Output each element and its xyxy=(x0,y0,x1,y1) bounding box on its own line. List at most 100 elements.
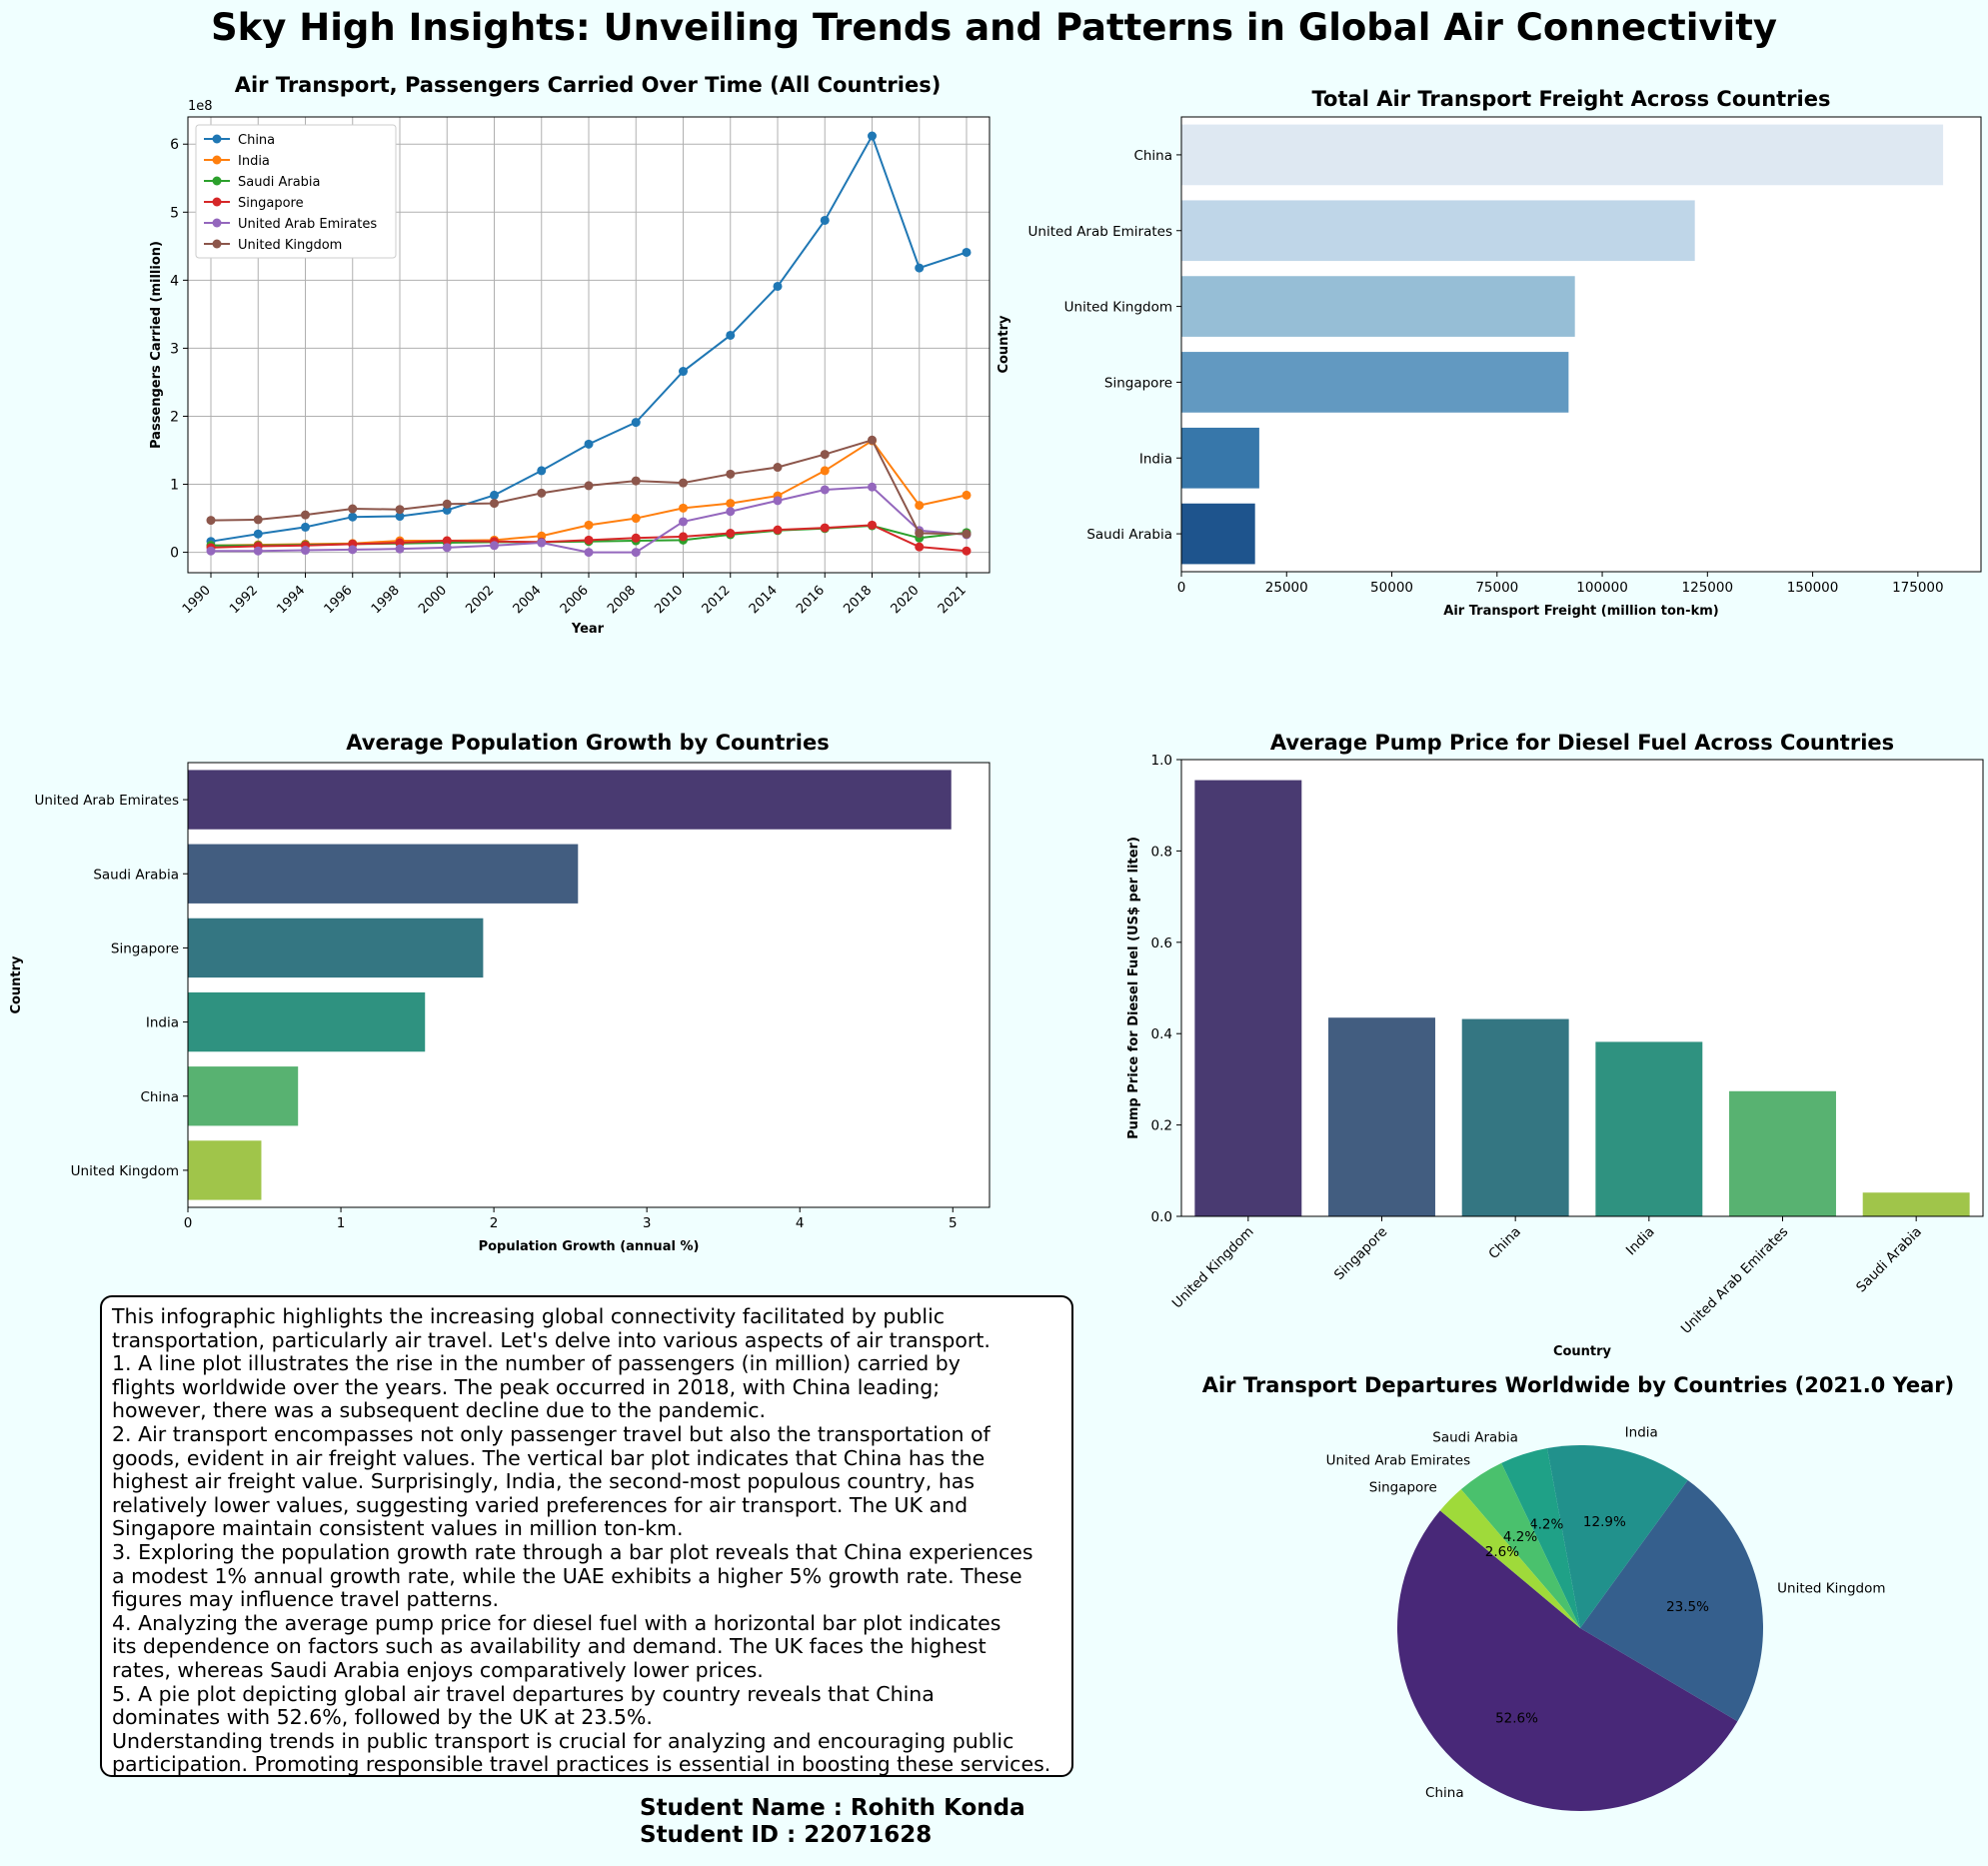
x-tick-label: 125000 xyxy=(1682,580,1734,596)
bar-china xyxy=(1181,124,1944,186)
data-point-united-arab-emirates xyxy=(490,541,499,551)
category-label: China xyxy=(140,1089,179,1105)
plot-frame xyxy=(187,116,991,574)
data-point-singapore xyxy=(584,535,594,545)
pie-category-label: United Arab Emirates xyxy=(1326,1452,1470,1468)
pie-slice-india xyxy=(1546,1445,1688,1628)
legend-marker xyxy=(212,176,222,186)
data-point-united-kingdom xyxy=(820,450,830,460)
x-tick-label: 0 xyxy=(1177,580,1186,596)
data-point-china xyxy=(962,247,972,257)
student-name: Student Name : Rohith Konda xyxy=(640,1795,1025,1821)
chart-title: Air Transport, Passengers Carried Over T… xyxy=(235,73,942,97)
data-point-united-arab-emirates xyxy=(868,482,877,492)
data-point-united-kingdom xyxy=(631,476,641,486)
x-tick-label: 2010 xyxy=(652,583,686,617)
pie-percent-label: 2.6% xyxy=(1485,1544,1519,1560)
y-tick-label: 0.4 xyxy=(1151,1026,1172,1042)
category-label: India xyxy=(1623,1224,1658,1259)
description-line: 2. Air transport encompasses not only pa… xyxy=(112,1421,991,1446)
bar-saudi-arabia xyxy=(1181,503,1255,565)
plot-area xyxy=(188,763,990,1207)
legend-label: United Arab Emirates xyxy=(238,217,377,232)
data-point-united-kingdom xyxy=(253,515,263,525)
x-tick-label: 2004 xyxy=(511,583,545,617)
description-line: Understanding trends in public transport… xyxy=(112,1728,1014,1753)
pie-category-label: Singapore xyxy=(1369,1479,1437,1495)
data-point-china xyxy=(631,418,641,428)
y-axis-label: Country xyxy=(996,315,1011,374)
pie-percent-label: 12.9% xyxy=(1583,1514,1626,1530)
description-text: This infographic highlights the increasi… xyxy=(112,1304,1061,1777)
plot-frame xyxy=(1180,759,1984,1217)
data-point-united-kingdom xyxy=(584,481,594,491)
pie-percent-label: 4.2% xyxy=(1503,1529,1537,1545)
y-tick-label: 0 xyxy=(170,546,179,562)
description-line: relatively lower values, suggesting vari… xyxy=(112,1492,969,1517)
pie-category-label: United Kingdom xyxy=(1777,1580,1885,1596)
category-label: Singapore xyxy=(111,940,179,956)
student-info: Student Name : Rohith Konda Student ID :… xyxy=(640,1795,1025,1849)
legend-marker xyxy=(212,197,222,207)
student-id: Student ID : 22071628 xyxy=(640,1822,933,1848)
data-point-united-arab-emirates xyxy=(348,545,358,555)
description-line: goods, evident in air freight values. Th… xyxy=(112,1445,986,1470)
plot-area xyxy=(1181,760,1983,1216)
data-point-india xyxy=(820,466,830,476)
data-point-singapore xyxy=(820,523,830,533)
legend-marker xyxy=(212,239,222,249)
plot-frame xyxy=(1180,116,1982,573)
description-line: figures may influence travel patterns. xyxy=(112,1587,499,1612)
legend-label: Saudi Arabia xyxy=(238,175,321,190)
bar-india xyxy=(1181,427,1259,489)
data-point-china xyxy=(348,512,358,522)
pie-category-label: Saudi Arabia xyxy=(1432,1430,1518,1446)
data-point-china xyxy=(395,512,405,522)
x-tick-label: 2000 xyxy=(416,583,450,617)
data-point-united-arab-emirates xyxy=(253,546,263,556)
y-tick-label: 0.8 xyxy=(1151,844,1172,860)
description-line: 5. A pie plot depicting global air trave… xyxy=(112,1681,935,1706)
data-point-singapore xyxy=(442,536,452,546)
data-point-united-arab-emirates xyxy=(820,485,830,495)
plot-frame xyxy=(187,762,991,1208)
y-tick-label: 0.2 xyxy=(1151,1118,1172,1134)
page-title: Sky High Insights: Unveiling Trends and … xyxy=(210,6,1778,49)
data-point-united-kingdom xyxy=(868,435,877,445)
legend-label: India xyxy=(238,154,270,169)
x-axis-label: Air Transport Freight (million ton-km) xyxy=(1443,604,1718,619)
description-line: participation. Promoting responsible tra… xyxy=(112,1752,1051,1777)
category-label: India xyxy=(146,1015,179,1031)
data-point-singapore xyxy=(962,546,972,556)
bar-saudi-arabia xyxy=(188,844,579,904)
axis-offset-label: 1e8 xyxy=(188,99,213,114)
data-point-singapore xyxy=(915,542,925,552)
data-point-united-kingdom xyxy=(348,504,358,514)
legend-marker xyxy=(212,134,222,144)
passengers-line-chart: 1990 1992 1994 1996 1998 2000 2002 2004 2006 2008… xyxy=(149,73,991,637)
description-line: flights worldwide over the years. The pe… xyxy=(112,1374,941,1399)
bar-singapore xyxy=(188,918,484,978)
y-tick-label: 1 xyxy=(170,478,179,494)
legend-marker xyxy=(212,155,222,165)
population-growth-bar-chart: United Arab Emirates Saudi Arabia Singapor… xyxy=(9,731,991,1254)
data-point-china xyxy=(301,522,310,532)
y-tick-label: 5 xyxy=(170,205,179,221)
category-label: United Kingdom xyxy=(71,1163,179,1179)
pie-category-label: China xyxy=(1425,1785,1464,1801)
x-tick-label: 2006 xyxy=(558,583,592,617)
pie-category-label: India xyxy=(1625,1425,1658,1441)
pie-slice-saudi-arabia xyxy=(1501,1448,1580,1628)
data-point-singapore xyxy=(679,532,688,542)
data-point-united-kingdom xyxy=(962,529,972,539)
chart-title: Average Pump Price for Diesel Fuel Acros… xyxy=(1270,731,1894,755)
chart-title: Total Air Transport Freight Across Count… xyxy=(1312,87,1831,111)
pie-percent-label: 23.5% xyxy=(1666,1599,1709,1615)
data-point-china xyxy=(490,490,499,500)
pie-slice-china xyxy=(1397,1510,1738,1811)
freight-bar-chart: China United Arab Emirates United Kingdom S… xyxy=(996,87,1982,619)
y-axis-label: Passengers Carried (million) xyxy=(149,241,164,449)
bar-united-kingdom xyxy=(1194,780,1302,1216)
data-point-united-arab-emirates xyxy=(537,538,547,548)
pie-slice-united-arab-emirates xyxy=(1460,1462,1580,1628)
